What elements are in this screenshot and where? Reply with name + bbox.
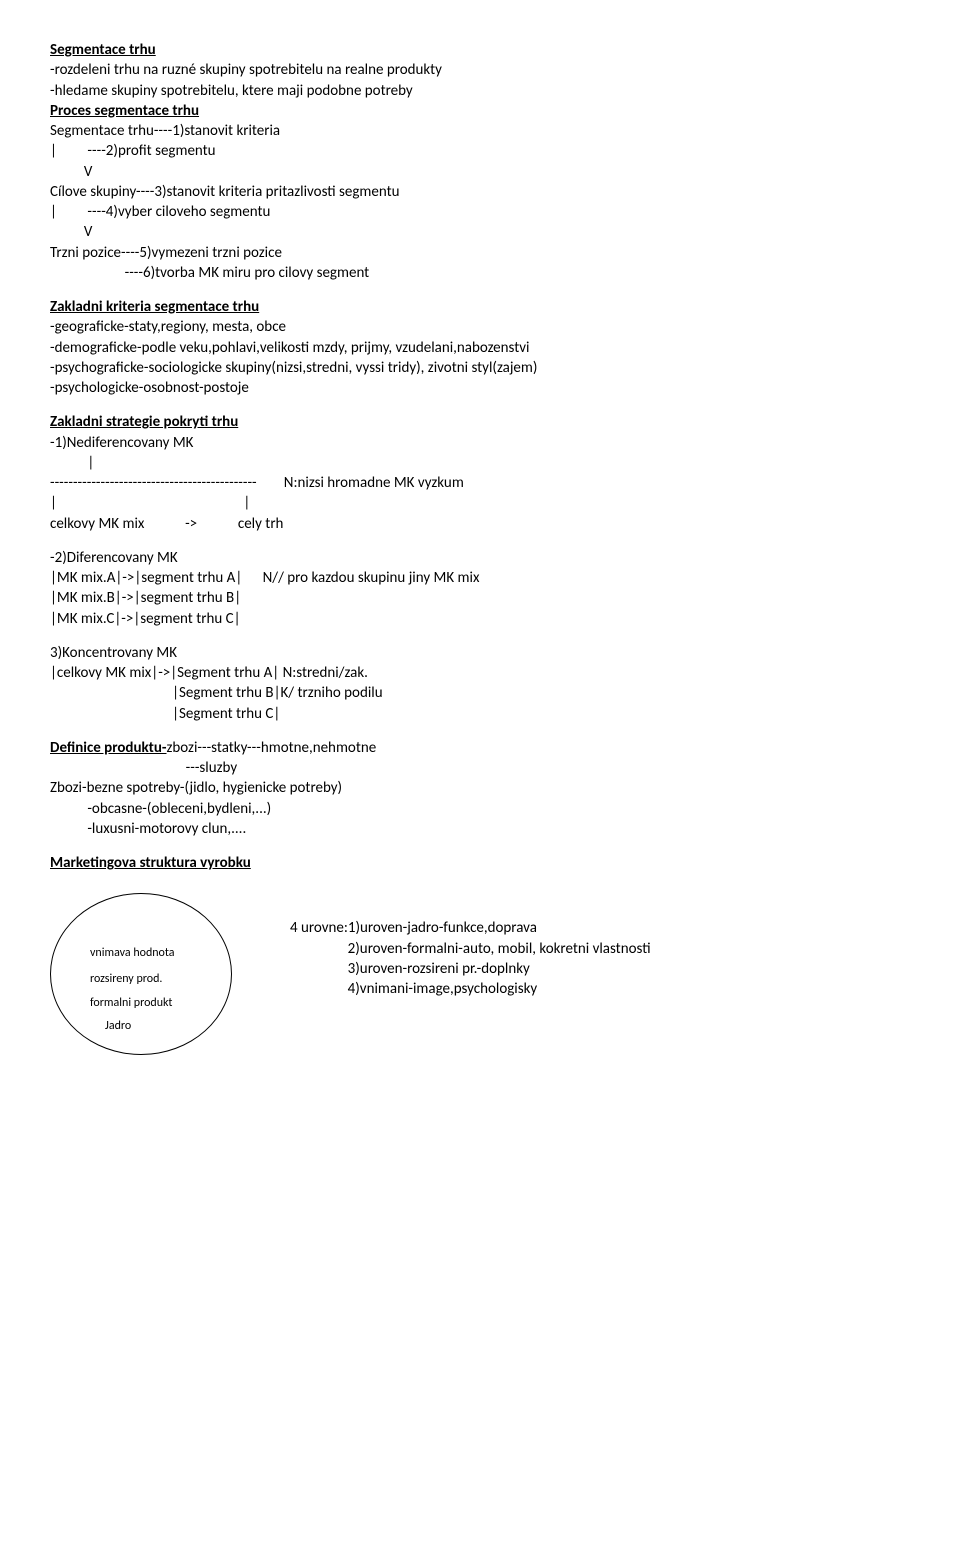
- section-definice: Definice produktu-zbozi---statky---hmotn…: [50, 738, 910, 839]
- oval-label: formalni produkt: [90, 995, 172, 1011]
- strategy-line: |Segment trhu B|K/ trzniho podilu: [50, 683, 910, 703]
- text: V: [84, 163, 93, 181]
- struktura-row: vnimava hodnota rozsireny prod. formalni…: [50, 883, 910, 1063]
- text-line: -rozdeleni trhu na ruzné skupiny spotreb…: [50, 60, 910, 80]
- text: ---sluzby: [186, 759, 238, 777]
- note: N:nizsi hromadne MK vyzkum: [284, 474, 464, 492]
- text: zbozi---statky---hmotne,nehmotne: [167, 739, 377, 757]
- definice-line: ---sluzby: [50, 758, 910, 778]
- text: celkovy MK mix: [50, 515, 144, 533]
- text: 4)vnimani-image,psychologisky: [348, 980, 538, 998]
- strategy-line: celkovy MK mix -> cely trh: [50, 514, 910, 534]
- uroven-line: 2)uroven-formalni-auto, mobil, kokretni …: [290, 939, 910, 959]
- strategy-line: |MK mix.C|->|segment trhu C|: [50, 609, 910, 629]
- text-line: -hledame skupiny spotrebitelu, ktere maj…: [50, 81, 910, 101]
- text: 2)uroven-formalni-auto, mobil, kokretni …: [348, 940, 651, 958]
- oval-label: Jadro: [105, 1018, 131, 1034]
- strategy-line: |celkovy MK mix|->|Segment trhu A| N:str…: [50, 663, 910, 683]
- oval-diagram: vnimava hodnota rozsireny prod. formalni…: [50, 893, 250, 1063]
- section-marketing-struktura: Marketingova struktura vyrobku vnimava h…: [50, 853, 910, 1063]
- dashes: ----------------------------------------…: [50, 474, 257, 492]
- text: | ----4)vyber ciloveho segmentu: [50, 203, 270, 221]
- process-line: Segmentace trhu----1)stanovit kriteria: [50, 121, 910, 141]
- text: |Segment trhu C|: [172, 705, 280, 723]
- strategy-line: ----------------------------------------…: [50, 473, 910, 493]
- text: | ----2)profit segmentu: [50, 142, 216, 160]
- heading-definice: Definice produktu-: [50, 739, 167, 757]
- criteria-line: -psychograficke-sociologicke skupiny(niz…: [50, 358, 910, 378]
- heading-marketing-struktura: Marketingova struktura vyrobku: [50, 853, 910, 873]
- section-strategy2: -2)Diferencovany MK |MK mix.A|->|segment…: [50, 548, 910, 629]
- text: cely trh: [238, 515, 284, 533]
- criteria-line: -psychologicke-osobnost-postoje: [50, 378, 910, 398]
- definice-line: -luxusni-motorovy clun,....: [50, 819, 910, 839]
- strategy-line: | |: [50, 493, 910, 513]
- strategy-line: |: [50, 453, 910, 473]
- heading-proces: Proces segmentace trhu: [50, 101, 910, 121]
- strategy-line: |Segment trhu C|: [50, 704, 910, 724]
- text: 3)uroven-rozsireni pr.-doplnky: [348, 960, 530, 978]
- uroven-line: 3)uroven-rozsireni pr.-doplnky: [290, 959, 910, 979]
- definice-line: Zbozi-bezne spotreby-(jidlo, hygienicke …: [50, 778, 910, 798]
- pipe: |: [87, 454, 94, 472]
- criteria-line: -geograficke-staty,regiony, mesta, obce: [50, 317, 910, 337]
- section-strategie: Zakladni strategie pokryti trhu -1)Nedif…: [50, 412, 910, 534]
- uroven-line: 4 urovne:1)uroven-jadro-funkce,doprava: [290, 918, 910, 938]
- section-kriteria: Zakladni kriteria segmentace trhu -geogr…: [50, 297, 910, 398]
- process-line: Trzni pozice----5)vymezeni trzni pozice: [50, 243, 910, 263]
- section-segmentace: Segmentace trhu -rozdeleni trhu na ruzné…: [50, 40, 910, 283]
- process-line: | ----2)profit segmentu: [50, 141, 910, 161]
- strategy-line: 3)Koncentrovany MK: [50, 643, 910, 663]
- heading-segmentace: Segmentace trhu: [50, 40, 910, 60]
- strategy-line: -2)Diferencovany MK: [50, 548, 910, 568]
- heading-strategie: Zakladni strategie pokryti trhu: [50, 412, 910, 432]
- process-line: V: [50, 222, 910, 242]
- section-strategy3: 3)Koncentrovany MK |celkovy MK mix|->|Se…: [50, 643, 910, 724]
- process-line: ----6)tvorba MK miru pro cilovy segment: [50, 263, 910, 283]
- process-line: Cílove skupiny----3)stanovit kriteria pr…: [50, 182, 910, 202]
- text: |MK mix.A|->|segment trhu A|: [50, 569, 242, 587]
- criteria-line: -demograficke-podle veku,pohlavi,velikos…: [50, 338, 910, 358]
- definice-line: Definice produktu-zbozi---statky---hmotn…: [50, 738, 910, 758]
- text: |Segment trhu B|K/ trzniho podilu: [172, 684, 383, 702]
- heading-kriteria: Zakladni kriteria segmentace trhu: [50, 297, 910, 317]
- text: -luxusni-motorovy clun,....: [87, 820, 246, 838]
- process-line: | ----4)vyber ciloveho segmentu: [50, 202, 910, 222]
- text: V: [84, 223, 93, 241]
- urovne-list: 4 urovne:1)uroven-jadro-funkce,doprava 2…: [250, 883, 910, 1063]
- oval-label: vnimava hodnota: [90, 945, 175, 961]
- uroven-line: 4)vnimani-image,psychologisky: [290, 979, 910, 999]
- strategy-line: |MK mix.B|->|segment trhu B|: [50, 588, 910, 608]
- text: ----6)tvorba MK miru pro cilovy segment: [125, 264, 370, 282]
- strategy-line: |MK mix.A|->|segment trhu A| N// pro kaz…: [50, 568, 910, 588]
- note: N// pro kazdou skupinu jiny MK mix: [263, 569, 480, 587]
- strategy-line: -1)Nediferencovany MK: [50, 433, 910, 453]
- oval-label: rozsireny prod.: [90, 971, 162, 987]
- arrow: ->: [185, 515, 197, 533]
- definice-line: -obcasne-(obleceni,bydleni,...): [50, 799, 910, 819]
- process-line: V: [50, 162, 910, 182]
- text: -obcasne-(obleceni,bydleni,...): [87, 800, 271, 818]
